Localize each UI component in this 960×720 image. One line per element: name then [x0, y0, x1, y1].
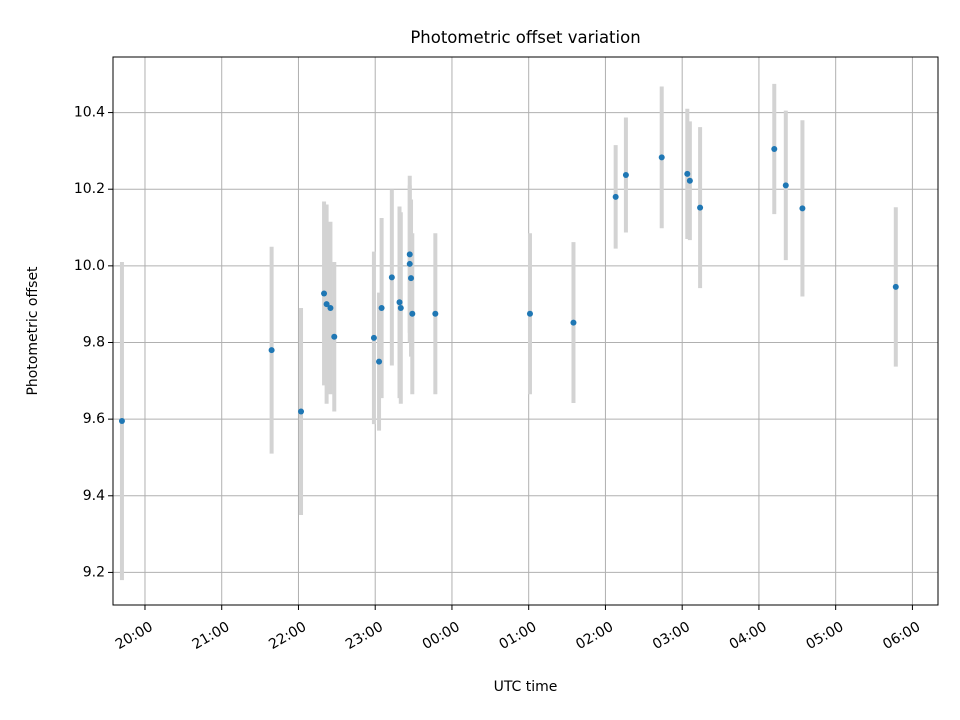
- chart-title: Photometric offset variation: [410, 28, 640, 47]
- y-tick-label: 9.6: [83, 411, 105, 427]
- data-point: [782, 182, 789, 189]
- data-point: [378, 305, 385, 312]
- data-point: [684, 170, 691, 177]
- y-axis-label: Photometric offset: [25, 266, 41, 396]
- y-tick-label: 10.0: [74, 258, 105, 274]
- data-point: [397, 305, 404, 312]
- data-point: [409, 310, 416, 317]
- data-point: [331, 333, 338, 340]
- data-point: [432, 310, 439, 317]
- data-point: [686, 177, 693, 184]
- y-tick-label: 9.4: [83, 488, 105, 504]
- data-point: [570, 319, 577, 326]
- data-point: [321, 290, 328, 297]
- data-point: [799, 205, 806, 212]
- x-axis-label: UTC time: [494, 679, 558, 695]
- data-point: [406, 251, 413, 258]
- data-point: [323, 301, 330, 308]
- data-point: [892, 283, 899, 290]
- data-point: [298, 408, 305, 415]
- data-point: [406, 260, 413, 267]
- data-point: [622, 172, 629, 179]
- plot-frame: [112, 56, 939, 606]
- y-tick-label: 9.2: [83, 564, 105, 580]
- data-point: [697, 204, 704, 211]
- data-point: [408, 275, 415, 282]
- data-point: [118, 418, 125, 425]
- y-tick-label: 10.4: [74, 105, 105, 121]
- data-point: [370, 334, 377, 341]
- y-tick-label: 9.8: [83, 334, 105, 350]
- data-points: [118, 145, 899, 425]
- data-point: [376, 358, 383, 365]
- data-point: [396, 299, 403, 306]
- grid-lines: [113, 57, 938, 605]
- data-point: [526, 310, 533, 317]
- data-point: [268, 347, 275, 354]
- data-point: [771, 145, 778, 152]
- y-tick-label: 10.2: [74, 181, 105, 197]
- data-point: [658, 154, 665, 161]
- data-point: [327, 305, 334, 312]
- data-point: [388, 274, 395, 281]
- data-point: [612, 193, 619, 200]
